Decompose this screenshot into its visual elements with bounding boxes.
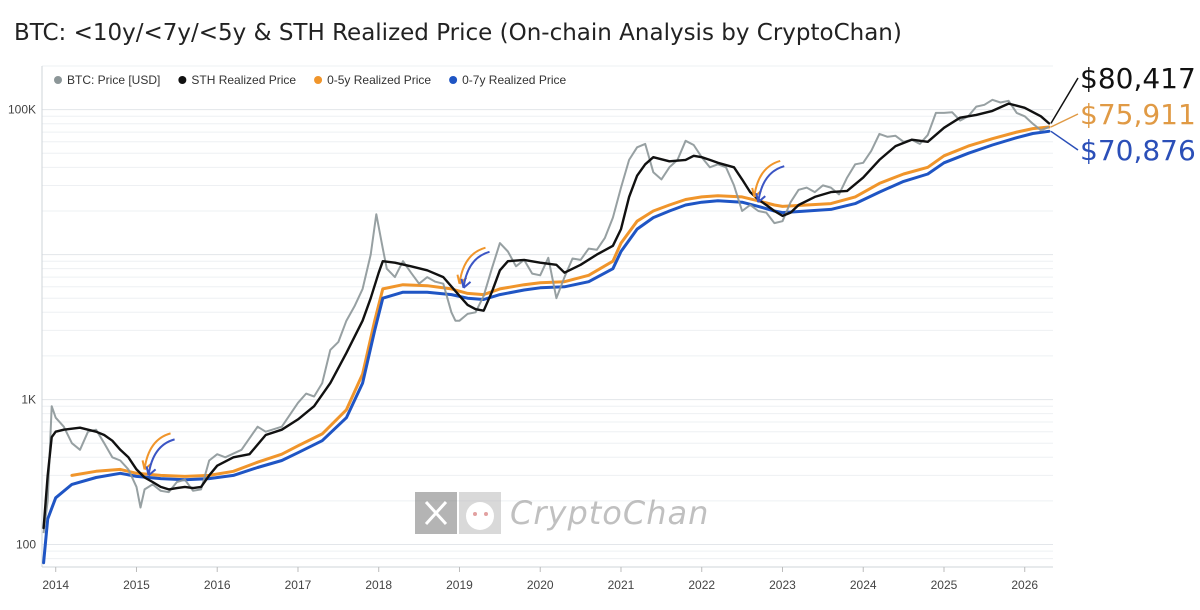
x-tick-label: 2019	[446, 578, 473, 592]
series-line-0-7y-realized-price	[42, 129, 1051, 565]
x-logo-glyph	[424, 500, 448, 526]
x-tick-label: 2014	[42, 578, 69, 592]
legend-marker	[54, 76, 62, 84]
crossover-arrow	[458, 246, 486, 284]
callout-value: $75,911	[1080, 98, 1196, 131]
watermark-brand: CryptoChan	[510, 494, 709, 532]
crossover-arrow	[147, 438, 175, 476]
x-axis-ticks: 2014 2015 2016 2017 2018 2019 2020 2021 2022 2023…	[42, 567, 1038, 592]
x-tick-label: 2020	[527, 578, 554, 592]
y-tick-label: 100	[16, 538, 36, 552]
legend-marker	[178, 76, 187, 84]
legend-marker	[449, 76, 458, 84]
callout-leader	[1050, 130, 1079, 151]
x-tick-label: 2021	[608, 578, 635, 592]
crossover-arrowhead	[145, 466, 157, 477]
callout-leader	[1050, 77, 1079, 124]
legend-label: BTC: Price [USD]	[67, 73, 160, 87]
x-tick-label: 2025	[931, 578, 958, 592]
price-callouts: $80,417$75,911$70,876	[1050, 62, 1196, 167]
x-tick-label: 2015	[123, 578, 150, 592]
crossover-arrow	[462, 250, 490, 288]
x-tick-label: 2018	[365, 578, 392, 592]
watermark: CryptoChan	[415, 492, 709, 534]
y-tick-label: 100K	[8, 103, 36, 117]
legend: BTC: Price [USD] STH Realized Price 0-5y R…	[54, 73, 566, 87]
crossover-arrows	[141, 159, 785, 477]
crossover-arrowhead	[460, 278, 472, 289]
crossover-arrow	[753, 159, 781, 198]
series-line-btc-price	[42, 98, 1050, 534]
x-tick-label: 2024	[850, 578, 877, 592]
y-tick-label: 1K	[21, 393, 36, 407]
legend-label: 0-7y Realized Price	[462, 73, 566, 87]
legend-marker	[314, 76, 323, 84]
crossover-arrow	[143, 432, 171, 470]
callout-value: $80,417	[1080, 62, 1196, 95]
x-tick-label: 2022	[688, 578, 715, 592]
series-line-sth-realized-price	[42, 102, 1051, 530]
x-tick-label: 2023	[769, 578, 796, 592]
legend-label: STH Realized Price	[191, 73, 296, 87]
cat-avatar-eye	[473, 512, 477, 516]
x-tick-label: 2026	[1011, 578, 1038, 592]
callout-leader	[1050, 113, 1079, 128]
callout-value: $70,876	[1080, 134, 1196, 167]
series-layer	[42, 98, 1051, 565]
x-tick-label: 2016	[204, 578, 231, 592]
chart-title: BTC: <10y/<7y/<5y & STH Realized Price (…	[14, 20, 902, 46]
series-line-0-5y-realized-price	[70, 125, 1051, 478]
crossover-arrowhead	[755, 192, 766, 203]
crossover-arrow	[757, 165, 785, 203]
legend-label: 0-5y Realized Price	[327, 73, 431, 87]
grid-lines	[42, 65, 1053, 568]
x-tick-label: 2017	[285, 578, 312, 592]
y-axis-ticks: 100 1K 100K	[8, 103, 36, 552]
cat-avatar-face	[466, 502, 494, 530]
cat-avatar-eye	[484, 512, 488, 516]
